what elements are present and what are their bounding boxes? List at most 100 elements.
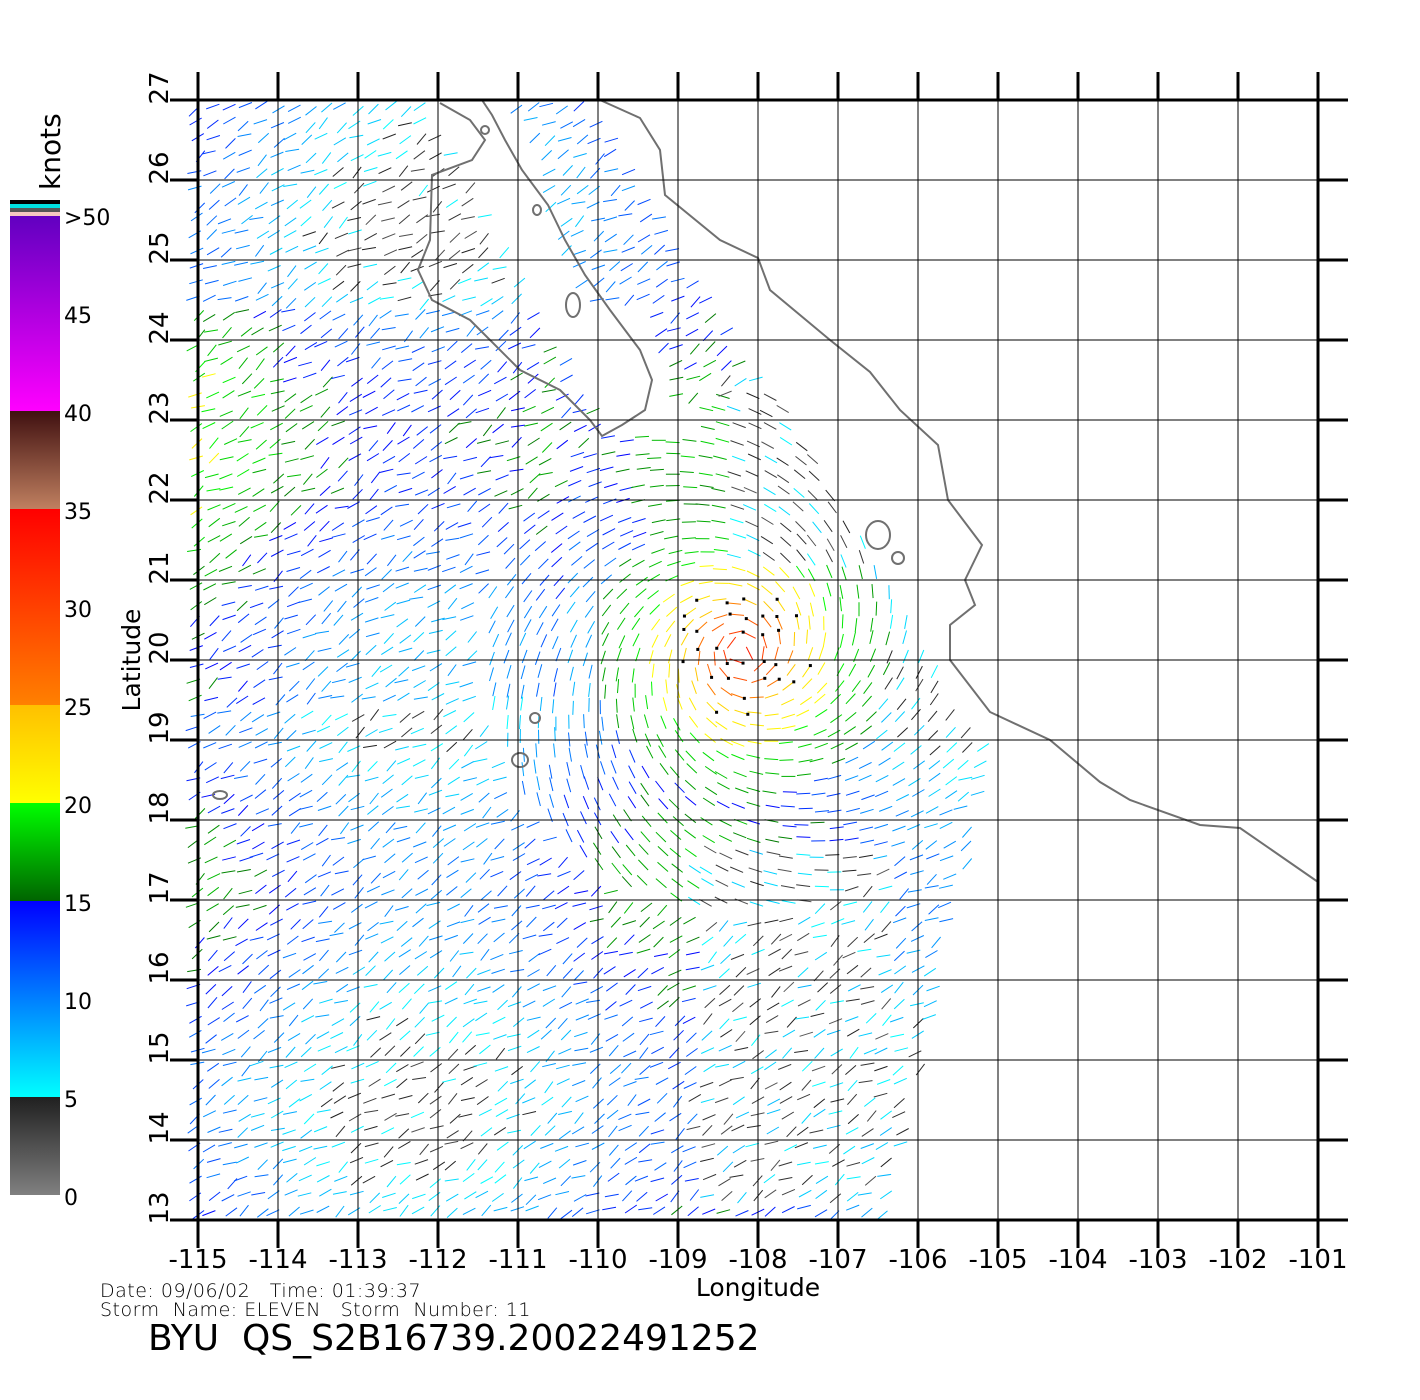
- wind-vector: [544, 1081, 554, 1094]
- wind-vector: [225, 549, 237, 559]
- wind-vector: [379, 920, 394, 925]
- wind-vector: [497, 885, 508, 897]
- rain-flag: [682, 614, 686, 618]
- wind-vector: [881, 741, 894, 751]
- wind-vector: [555, 525, 568, 535]
- wind-vector: [726, 405, 741, 412]
- wind-vector: [683, 916, 696, 925]
- wind-vector: [876, 1210, 888, 1221]
- wind-vector: [323, 600, 334, 612]
- wind-vector: [335, 951, 347, 963]
- wind-vector: [524, 1079, 537, 1089]
- wind-vector: [490, 870, 504, 878]
- wind-vector: [209, 552, 221, 564]
- wind-vector: [303, 1157, 317, 1166]
- wind-vector: [220, 247, 232, 258]
- wind-vector: [396, 1017, 409, 1027]
- wind-vector: [748, 867, 763, 873]
- wind-vector: [580, 764, 585, 779]
- wind-vector: [735, 1111, 750, 1119]
- wind-vector: [587, 1013, 601, 1020]
- wind-vector: [812, 1144, 827, 1149]
- wind-vector: [331, 374, 345, 380]
- wind-vector: [930, 680, 939, 694]
- wind-vector: [429, 454, 443, 463]
- wind-vector: [363, 533, 377, 541]
- wind-vector: [258, 964, 270, 975]
- wind-vector: [589, 1063, 601, 1074]
- wind-vector: [657, 846, 669, 857]
- wind-vector: [616, 714, 620, 729]
- wind-vector: [542, 904, 556, 910]
- wind-vector: [209, 647, 219, 660]
- wind-vector: [846, 964, 859, 975]
- wind-vector: [396, 1064, 409, 1073]
- wind-vector: [778, 1161, 793, 1167]
- wind-vector: [568, 732, 571, 747]
- wind-vector: [638, 843, 649, 855]
- wind-vector: [457, 522, 472, 528]
- wind-vector: [399, 1030, 411, 1041]
- wind-vector: [560, 374, 573, 383]
- wind-vector: [683, 1082, 697, 1089]
- wind-vector: [635, 453, 650, 456]
- rain-flag: [763, 676, 767, 680]
- wind-vector: [208, 1079, 220, 1089]
- wind-vector: [207, 966, 219, 976]
- wind-vector: [703, 1013, 713, 1025]
- wind-vector: [962, 742, 973, 753]
- wind-vector: [299, 569, 312, 579]
- wind-vector: [551, 604, 561, 617]
- wind-vector: [443, 263, 458, 269]
- wind-vector: [382, 133, 396, 140]
- wind-vector: [460, 1142, 474, 1150]
- wind-vector: [536, 622, 544, 636]
- wind-vector: [843, 726, 856, 735]
- wind-vector: [573, 101, 585, 112]
- wind-vector: [253, 679, 266, 689]
- wind-vector: [202, 422, 216, 430]
- wind-vector: [658, 745, 667, 758]
- wind-vector: [498, 502, 509, 514]
- wind-vector: [236, 468, 250, 477]
- wind-vector: [766, 851, 781, 856]
- wind-vector: [205, 1094, 216, 1106]
- wind-vector: [337, 152, 349, 163]
- wind-vector: [554, 1145, 569, 1152]
- wind-vector: [842, 856, 857, 859]
- wind-vector: [720, 327, 734, 336]
- wind-vector: [801, 1112, 812, 1124]
- wind-vector: [347, 217, 362, 221]
- wind-vector: [413, 632, 425, 643]
- wind-vector: [362, 1175, 376, 1184]
- rain-flag: [742, 597, 746, 601]
- wind-vector: [239, 794, 253, 802]
- wind-vector: [236, 345, 251, 353]
- wind-vector: [939, 918, 954, 923]
- colorbar-label: 0: [64, 1186, 78, 1211]
- wind-vector: [582, 652, 588, 667]
- wind-vector: [674, 782, 685, 794]
- wind-vector: [572, 1080, 586, 1087]
- wind-vector: [809, 757, 824, 763]
- wind-vector: [364, 1158, 379, 1164]
- wind-vector: [702, 1208, 716, 1215]
- wind-vector: [747, 922, 762, 927]
- wind-vector: [301, 936, 315, 943]
- wind-vector: [716, 750, 729, 759]
- wind-vector: [645, 695, 649, 710]
- wind-vector: [681, 521, 696, 523]
- wind-vector: [510, 1078, 524, 1085]
- wind-vector: [399, 1174, 411, 1185]
- wind-vector: [417, 503, 429, 515]
- wind-vector: [684, 848, 697, 858]
- wind-vector: [669, 1112, 682, 1122]
- wind-vector: [347, 838, 361, 845]
- wind-vector: [466, 650, 478, 661]
- lon-tick-label: -106: [888, 1245, 947, 1275]
- wind-vector: [682, 1016, 696, 1025]
- wind-vector: [363, 425, 378, 430]
- wind-vector: [808, 503, 820, 515]
- rain-flag: [681, 660, 685, 664]
- wind-vector: [825, 854, 840, 856]
